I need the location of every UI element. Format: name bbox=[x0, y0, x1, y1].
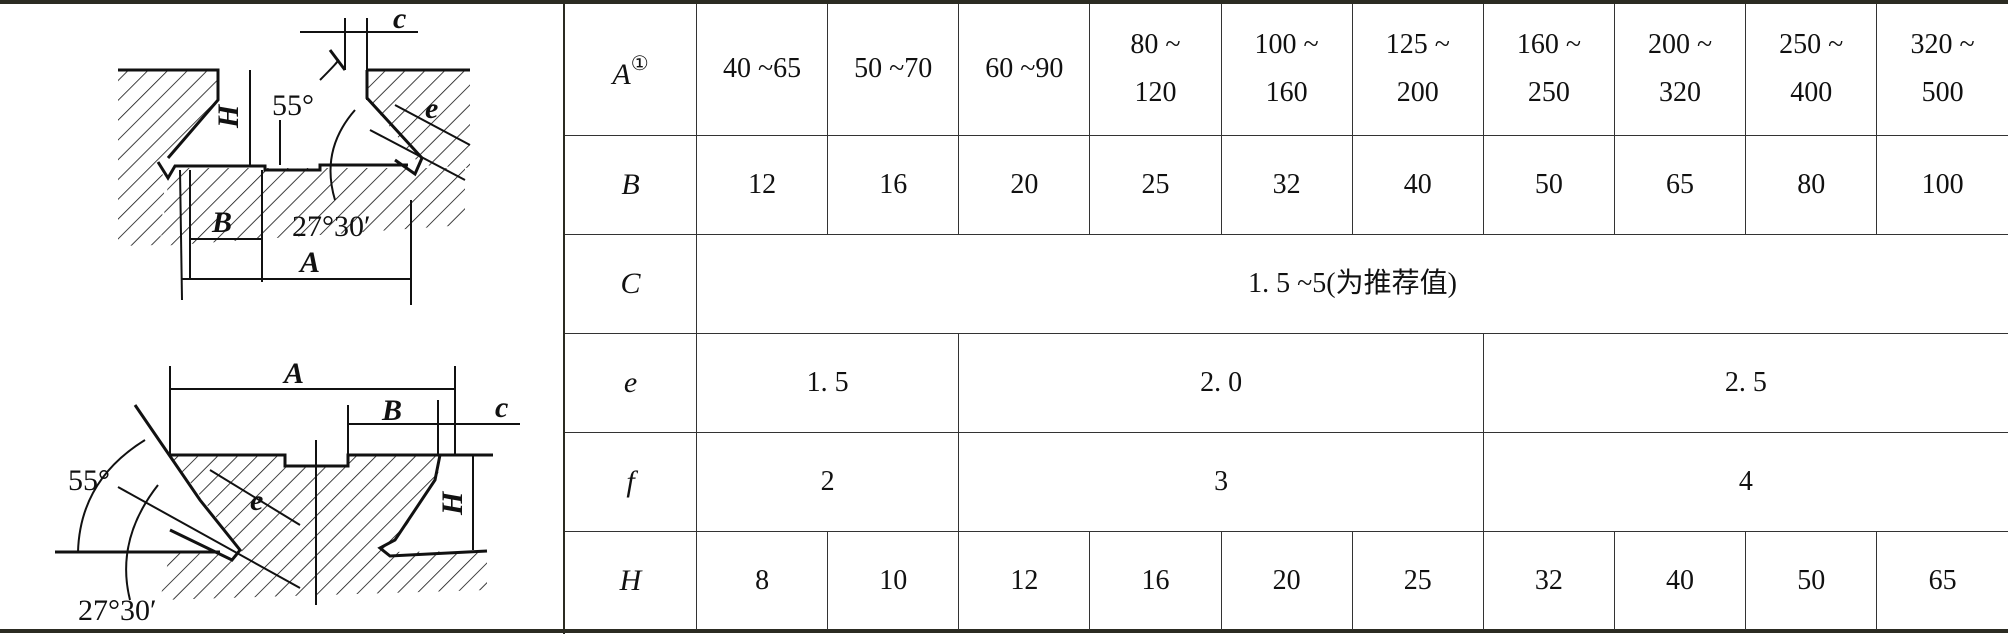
drawing-table-divider bbox=[563, 0, 565, 634]
cell: 10 bbox=[827, 530, 960, 630]
table-row-e: e 1. 5 2. 0 2. 5 bbox=[565, 332, 2008, 433]
cell: 50 bbox=[1482, 134, 1615, 235]
cell-text: 125 ~ bbox=[1385, 29, 1450, 61]
cell-text: 250 bbox=[1527, 77, 1570, 109]
row-label-C: C bbox=[565, 233, 697, 334]
footnote-mark: ① bbox=[630, 52, 649, 75]
label-H-bottom: H bbox=[436, 490, 469, 516]
cell: 12 bbox=[695, 134, 829, 235]
table-row-f: f 2 3 4 bbox=[565, 431, 2008, 532]
cell: 32 bbox=[1482, 530, 1615, 630]
cell: 16 bbox=[1089, 530, 1222, 630]
cell: 80 ~ 120 bbox=[1089, 4, 1222, 136]
bottom-rule bbox=[0, 629, 2008, 633]
dimension-table: A① 40 ~65 50 ~70 60 ~90 80 ~ 120 100 ~ 160… bbox=[565, 4, 2008, 630]
cell: 12 bbox=[958, 530, 1091, 630]
cell: 100 ~ 160 bbox=[1220, 4, 1353, 136]
label-e: e bbox=[425, 92, 438, 125]
cell: 32 bbox=[1220, 134, 1353, 235]
top-rule bbox=[0, 0, 2008, 4]
bottom-figure: A B c H e 55° 27°30′ bbox=[55, 357, 520, 627]
cell: 125 ~ 200 bbox=[1351, 4, 1484, 136]
cell-text: 320 bbox=[1659, 77, 1702, 109]
label-e-bottom: e bbox=[250, 484, 263, 517]
cell: 80 bbox=[1745, 134, 1878, 235]
label-c-bottom: c bbox=[495, 391, 508, 424]
cell: 1. 5 bbox=[695, 332, 960, 433]
label-B: B bbox=[211, 206, 232, 239]
cell: 16 bbox=[827, 134, 960, 235]
cell: 40 ~65 bbox=[695, 4, 829, 136]
label-55-degree: 55° bbox=[272, 89, 314, 122]
table-row-C: C 1. 5 ~5(为推荐值) bbox=[565, 233, 2008, 334]
cell-text: 320 ~ bbox=[1910, 29, 1975, 61]
cell-text: 500 bbox=[1921, 77, 1964, 109]
cell: 250 ~ 400 bbox=[1745, 4, 1878, 136]
cell-text: 200 bbox=[1396, 77, 1439, 109]
label-B-bottom: B bbox=[381, 394, 402, 427]
cell: 320 ~ 500 bbox=[1876, 4, 2008, 136]
cell: 200 ~ 320 bbox=[1613, 4, 1747, 136]
cell: 50 bbox=[1745, 530, 1878, 630]
hatch-bottom-figure bbox=[160, 455, 487, 600]
table-row-A: A① 40 ~65 50 ~70 60 ~90 80 ~ 120 100 ~ 160… bbox=[565, 4, 2008, 136]
label-c: c bbox=[393, 4, 406, 35]
cell-text: 60 ~90 bbox=[985, 53, 1064, 85]
table-row-B: B 12 16 20 25 32 40 50 65 80 100 bbox=[565, 134, 2008, 235]
cell: 25 bbox=[1351, 530, 1484, 630]
cell: 50 ~70 bbox=[827, 4, 960, 136]
label-H: H bbox=[212, 103, 245, 129]
row-label-f: f bbox=[565, 431, 697, 532]
cell: 2 bbox=[695, 431, 960, 532]
cell: 20 bbox=[958, 134, 1091, 235]
row-label-text: A bbox=[612, 57, 631, 91]
row-label-e: e bbox=[565, 332, 697, 433]
cell: 40 bbox=[1613, 530, 1747, 630]
cell: 25 bbox=[1089, 134, 1222, 235]
row-label-A: A① bbox=[565, 4, 697, 136]
cell-text: 160 bbox=[1265, 77, 1308, 109]
cell: 40 bbox=[1351, 134, 1484, 235]
cell: 1. 5 ~5(为推荐值) bbox=[696, 233, 2008, 334]
cell: 2. 0 bbox=[958, 332, 1484, 433]
cell-text: 50 ~70 bbox=[854, 53, 933, 85]
cell: 2. 5 bbox=[1482, 332, 2008, 433]
cell-text: 80 ~ bbox=[1130, 29, 1181, 61]
cell-text: 120 bbox=[1134, 77, 1177, 109]
hatch-right bbox=[367, 70, 470, 168]
cell: 4 bbox=[1482, 431, 2008, 532]
cell: 8 bbox=[695, 530, 829, 630]
cell: 20 bbox=[1220, 530, 1353, 630]
cell: 100 bbox=[1876, 134, 2008, 235]
cell-text: 400 bbox=[1790, 77, 1833, 109]
table-row-H: H 8 10 12 16 20 25 32 40 50 65 bbox=[565, 530, 2008, 630]
label-55-degree-bottom: 55° bbox=[68, 464, 110, 497]
dovetail-groove-drawing: c 55° H e B 27°30′ A A B c H e 55° 27°30… bbox=[55, 4, 520, 627]
top-figure: c 55° H e B 27°30′ A bbox=[118, 4, 471, 305]
label-27-30: 27°30′ bbox=[292, 210, 371, 243]
cell: 65 bbox=[1876, 530, 2008, 630]
cell: 60 ~90 bbox=[958, 4, 1091, 136]
cell: 3 bbox=[958, 431, 1484, 532]
label-A-bottom: A bbox=[282, 357, 304, 390]
cell-text: 160 ~ bbox=[1516, 29, 1581, 61]
cell-text: 250 ~ bbox=[1779, 29, 1844, 61]
cell-text: 40 ~65 bbox=[722, 53, 802, 85]
cell-text: 100 ~ bbox=[1254, 29, 1319, 61]
cell: 160 ~ 250 bbox=[1482, 4, 1615, 136]
hatch-bottom bbox=[160, 168, 465, 246]
row-label-B: B bbox=[565, 134, 697, 235]
label-27-30-bottom: 27°30′ bbox=[78, 594, 157, 627]
cell-text: 200 ~ bbox=[1647, 29, 1713, 61]
cell: 65 bbox=[1613, 134, 1747, 235]
label-A: A bbox=[298, 246, 320, 279]
row-label-H: H bbox=[565, 530, 697, 630]
